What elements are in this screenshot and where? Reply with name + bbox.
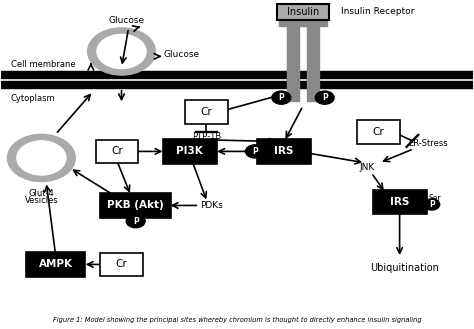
FancyBboxPatch shape [277, 4, 329, 20]
Circle shape [272, 91, 291, 104]
Text: P: P [252, 147, 258, 156]
Text: IRS: IRS [274, 146, 294, 156]
FancyBboxPatch shape [373, 190, 427, 215]
FancyBboxPatch shape [26, 252, 85, 277]
Text: Cell membrane: Cell membrane [11, 60, 75, 69]
Circle shape [97, 35, 146, 68]
Text: P: P [322, 93, 328, 102]
Bar [279, 18, 327, 26]
Text: Cr: Cr [116, 260, 128, 269]
Bar [1, 81, 473, 88]
Text: AMPK: AMPK [38, 260, 73, 269]
Text: Ser: Ser [429, 194, 441, 203]
Bar [287, 26, 299, 101]
Circle shape [8, 134, 75, 182]
Circle shape [315, 91, 334, 104]
FancyBboxPatch shape [100, 253, 143, 276]
Text: Glut-4: Glut-4 [28, 189, 54, 198]
Text: Glucose: Glucose [164, 50, 200, 59]
Circle shape [126, 215, 145, 228]
FancyBboxPatch shape [96, 139, 138, 163]
Circle shape [88, 28, 155, 75]
Circle shape [246, 145, 264, 158]
Bar [307, 26, 319, 101]
FancyBboxPatch shape [100, 193, 171, 218]
Text: IRS: IRS [390, 197, 409, 207]
Text: Cr: Cr [201, 107, 212, 117]
Text: PI3K: PI3K [176, 146, 203, 156]
Text: Insulin: Insulin [287, 7, 319, 17]
Text: Insulin Receptor: Insulin Receptor [341, 7, 414, 16]
Text: Cytoplasm: Cytoplasm [11, 94, 55, 103]
Text: P: P [133, 217, 138, 226]
Text: PKB (Akt): PKB (Akt) [107, 200, 164, 211]
Text: Glucose: Glucose [108, 15, 144, 25]
Circle shape [17, 141, 66, 175]
Circle shape [424, 199, 440, 210]
Text: ER-Stress: ER-Stress [408, 139, 448, 148]
FancyBboxPatch shape [185, 100, 228, 124]
Text: PDKs: PDKs [200, 201, 222, 210]
Text: P: P [278, 93, 284, 102]
Text: Cr: Cr [373, 127, 384, 137]
Text: JNK: JNK [359, 163, 374, 172]
Text: Figure 1: Model showing the principal sites whereby chromium is thought to direc: Figure 1: Model showing the principal si… [53, 317, 421, 323]
Text: Cr: Cr [111, 146, 123, 156]
FancyBboxPatch shape [357, 120, 400, 143]
Text: Ubiquitination: Ubiquitination [370, 263, 439, 273]
Bar [1, 71, 473, 78]
FancyBboxPatch shape [257, 139, 311, 164]
Text: P: P [429, 200, 435, 209]
Text: Vesicles: Vesicles [25, 196, 58, 205]
FancyBboxPatch shape [163, 139, 217, 164]
Text: PTP-1B: PTP-1B [192, 132, 221, 141]
